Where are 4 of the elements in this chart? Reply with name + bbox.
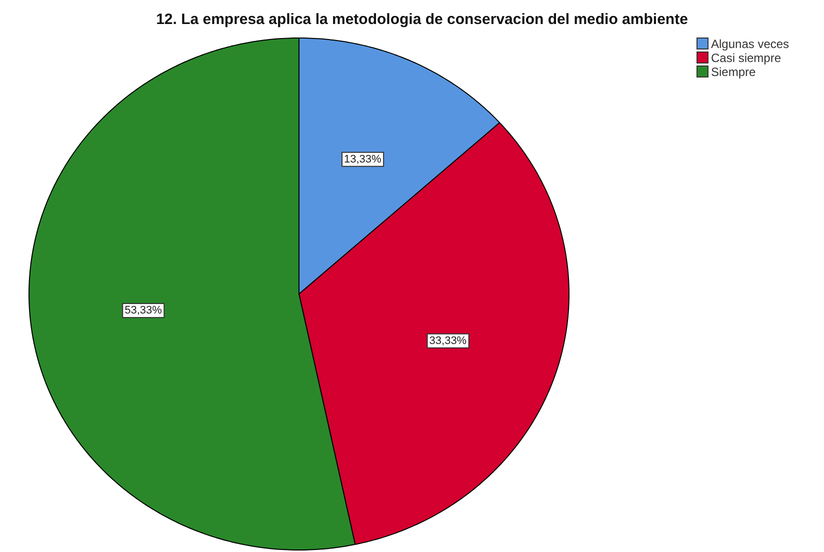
legend-label: Algunas veces <box>711 37 790 51</box>
chart-title: 12. La empresa aplica la metodologia de conservacion del medio ambiente <box>156 11 688 28</box>
legend-label: Casi siempre <box>711 51 782 65</box>
legend-label: Siempre <box>711 65 756 79</box>
